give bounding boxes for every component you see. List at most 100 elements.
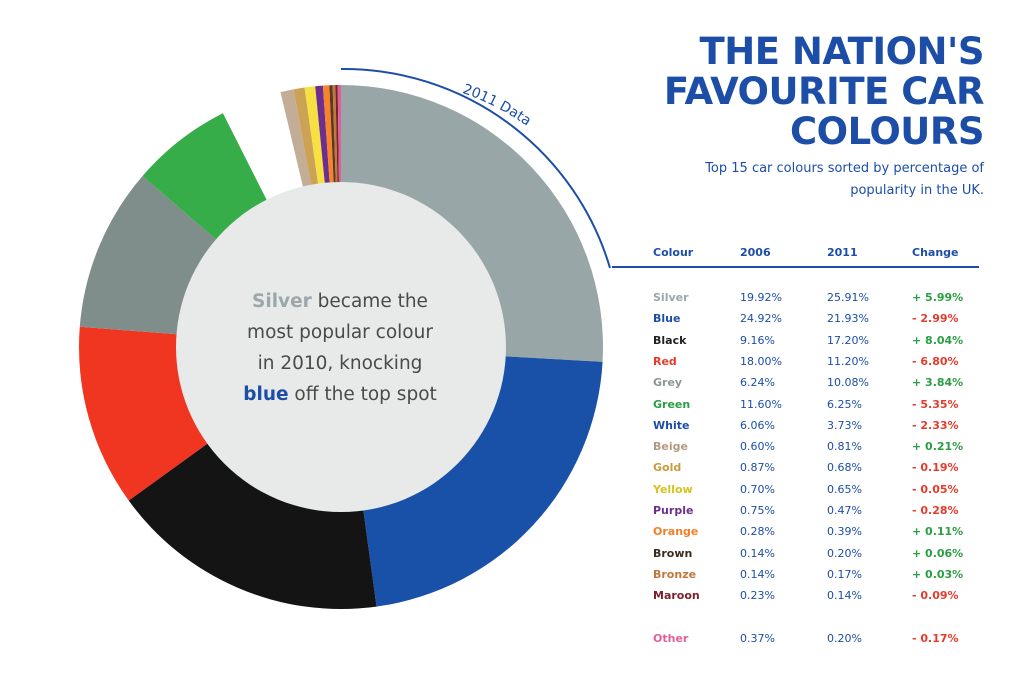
callout-blue: blue bbox=[243, 384, 289, 405]
cell-2006: 11.60% bbox=[740, 397, 782, 411]
callout-line-3: in 2010, knocking bbox=[257, 353, 423, 374]
cell-change: - 0.09% bbox=[912, 589, 959, 603]
cell-colour: Gold bbox=[653, 461, 682, 475]
table-row-gold: Gold 0.87% 0.68% - 0.19% bbox=[0, 461, 1024, 482]
cell-2011: 0.68% bbox=[827, 461, 862, 475]
donut-hole bbox=[176, 182, 506, 512]
table-row-black: Black 9.16% 17.20% + 8.04% bbox=[0, 334, 1024, 355]
table-row-yellow: Yellow 0.70% 0.65% - 0.05% bbox=[0, 483, 1024, 504]
cell-2006: 24.92% bbox=[740, 312, 782, 326]
cell-change: + 3.84% bbox=[912, 376, 964, 390]
donut-label-arc bbox=[340, 67, 611, 269]
table-row-beige: Beige 0.60% 0.81% + 0.21% bbox=[0, 440, 1024, 461]
center-callout: Silver became the most popular colour in… bbox=[180, 286, 500, 410]
cell-change: + 0.03% bbox=[912, 567, 964, 581]
table-row-other: Other 0.37% 0.20% - 0.17% bbox=[0, 632, 1024, 653]
cell-colour: Orange bbox=[653, 525, 699, 539]
cell-colour: Black bbox=[653, 333, 687, 347]
cell-2006: 6.06% bbox=[740, 418, 775, 432]
cell-change: - 2.99% bbox=[912, 312, 959, 326]
subtitle-line-1: Top 15 car colours sorted by percentage … bbox=[705, 161, 984, 176]
cell-2006: 0.75% bbox=[740, 504, 775, 517]
cell-colour: Other bbox=[653, 631, 689, 645]
cell-2011: 0.47% bbox=[827, 504, 862, 517]
cell-2011: 0.39% bbox=[827, 525, 862, 539]
cell-colour: Brown bbox=[653, 546, 693, 560]
cell-2011: 6.25% bbox=[827, 397, 862, 411]
cell-2006: 0.28% bbox=[740, 525, 775, 539]
cell-2011: 0.17% bbox=[827, 567, 862, 581]
cell-2011: 3.73% bbox=[827, 418, 862, 432]
header-colour: Colour bbox=[653, 246, 694, 259]
table-row-grey: Grey 6.24% 10.08% + 3.84% bbox=[0, 376, 1024, 397]
cell-2011: 0.65% bbox=[827, 482, 862, 496]
page-title: THE NATION'S FAVOURITE CAR COLOURS bbox=[664, 30, 985, 153]
header-change: Change bbox=[912, 246, 959, 259]
cell-2011: 0.81% bbox=[827, 440, 862, 454]
cell-colour: Purple bbox=[653, 504, 694, 517]
callout-text-1: became the bbox=[311, 291, 428, 312]
table-row-green: Green 11.60% 6.25% - 5.35% bbox=[0, 398, 1024, 419]
table-header-rule bbox=[612, 266, 979, 268]
cell-colour: White bbox=[653, 418, 690, 432]
cell-2011: 0.14% bbox=[827, 589, 862, 603]
callout-text-4: off the top spot bbox=[288, 384, 437, 405]
title-line-3: COLOURS bbox=[789, 110, 985, 153]
table-row-silver: Silver 19.92% 25.91% + 5.99% bbox=[0, 291, 1024, 312]
slice-silver bbox=[341, 85, 603, 362]
cell-colour: Red bbox=[653, 354, 677, 368]
cell-2011: 0.20% bbox=[827, 546, 862, 560]
cell-change: + 0.21% bbox=[912, 440, 964, 454]
cell-colour: Beige bbox=[653, 440, 688, 454]
header-2011: 2011 bbox=[827, 246, 858, 259]
cell-2006: 0.14% bbox=[740, 567, 775, 581]
cell-change: + 5.99% bbox=[912, 291, 964, 304]
table-row-purple: Purple 0.75% 0.47% - 0.28% bbox=[0, 504, 1024, 525]
cell-2011: 25.91% bbox=[827, 291, 869, 304]
cell-colour: Blue bbox=[653, 312, 681, 326]
callout-silver: Silver bbox=[252, 291, 312, 312]
cell-colour: Green bbox=[653, 397, 691, 411]
cell-2011: 11.20% bbox=[827, 354, 869, 368]
cell-change: - 0.28% bbox=[912, 504, 959, 517]
cell-change: - 0.05% bbox=[912, 482, 959, 496]
cell-2006: 9.16% bbox=[740, 333, 775, 347]
table-row-maroon: Maroon 0.23% 0.14% - 0.09% bbox=[0, 589, 1024, 610]
title-line-1: THE NATION'S bbox=[699, 30, 985, 73]
cell-2011: 10.08% bbox=[827, 376, 869, 390]
cell-2006: 19.92% bbox=[740, 291, 782, 304]
cell-2006: 0.23% bbox=[740, 589, 775, 603]
cell-2011: 17.20% bbox=[827, 333, 869, 347]
cell-change: - 5.35% bbox=[912, 397, 959, 411]
cell-change: + 0.11% bbox=[912, 525, 964, 539]
cell-2006: 0.14% bbox=[740, 546, 775, 560]
page-subtitle: Top 15 car colours sorted by percentage … bbox=[654, 158, 984, 202]
cell-change: + 0.06% bbox=[912, 546, 964, 560]
cell-change: - 6.80% bbox=[912, 354, 959, 368]
cell-2006: 0.87% bbox=[740, 461, 775, 475]
cell-2006: 0.70% bbox=[740, 482, 775, 496]
cell-2006: 6.24% bbox=[740, 376, 775, 390]
subtitle-line-2: popularity in the UK. bbox=[850, 183, 984, 198]
table-row-white: White 6.06% 3.73% - 2.33% bbox=[0, 419, 1024, 440]
table-row-blue: Blue 24.92% 21.93% - 2.99% bbox=[0, 312, 1024, 333]
cell-2006: 0.37% bbox=[740, 631, 775, 645]
cell-2006: 0.60% bbox=[740, 440, 775, 454]
cell-change: - 2.33% bbox=[912, 418, 959, 432]
cell-colour: Bronze bbox=[653, 567, 697, 581]
cell-colour: Grey bbox=[653, 376, 683, 390]
table-row-bronze: Bronze 0.14% 0.17% + 0.03% bbox=[0, 568, 1024, 589]
table-row-brown: Brown 0.14% 0.20% + 0.06% bbox=[0, 547, 1024, 568]
cell-change: + 8.04% bbox=[912, 333, 964, 347]
table-row-orange: Orange 0.28% 0.39% + 0.11% bbox=[0, 525, 1024, 546]
cell-colour: Silver bbox=[653, 291, 689, 304]
cell-2011: 0.20% bbox=[827, 631, 862, 645]
cell-change: - 0.17% bbox=[912, 631, 959, 645]
cell-2011: 21.93% bbox=[827, 312, 869, 326]
header-2006: 2006 bbox=[740, 246, 771, 259]
callout-line-2: most popular colour bbox=[247, 322, 433, 343]
cell-colour: Maroon bbox=[653, 589, 700, 603]
cell-change: - 0.19% bbox=[912, 461, 959, 475]
